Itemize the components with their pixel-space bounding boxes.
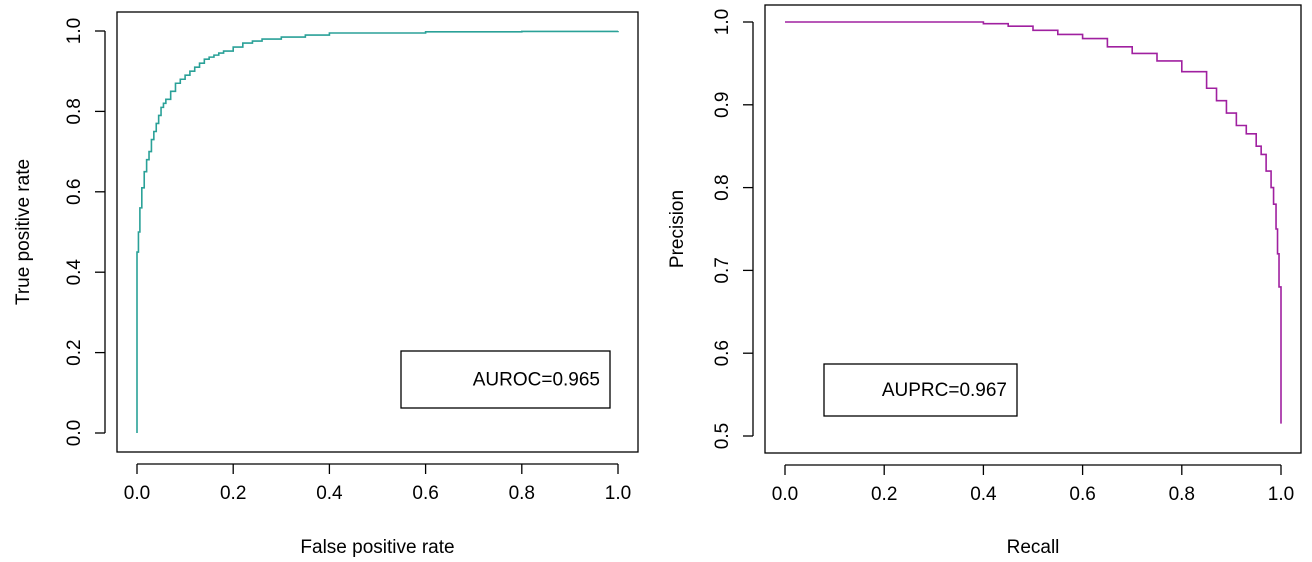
roc-y-tick-label: 0.0 [64,420,85,446]
pr-x-tick-label: 0.2 [871,484,897,505]
roc-x-tick-label: 0.0 [124,483,150,504]
roc-x-axis-title: False positive rate [300,537,454,558]
roc-y-tick-label: 0.2 [64,339,85,365]
pr-x-axis-title: Recall [1007,537,1060,558]
roc-plot-frame [116,11,639,453]
pr-x-tick-label: 0.6 [1069,484,1095,505]
pr-x-tick-label: 1.0 [1268,484,1294,505]
roc-y-tick-label: 1.0 [64,18,85,44]
pr-curve [785,21,1282,424]
pr-x-tick-label: 0.0 [772,484,798,505]
roc-x-tick-label: 0.6 [412,483,438,504]
roc-x-tick-label: 1.0 [605,483,631,504]
roc-x-tick-label: 0.8 [509,483,535,504]
roc-y-tick-label: 0.8 [64,98,85,124]
pr-y-tick-label: 0.8 [712,174,733,200]
pr-y-axis-title: Precision [667,190,688,268]
roc-annotation-box [400,350,611,409]
pr-y-tick-label: 0.6 [712,340,733,366]
roc-curve [136,30,619,433]
roc-y-tick-label: 0.6 [64,179,85,205]
pr-y-tick-label: 0.9 [712,92,733,118]
roc-x-tick-label: 0.2 [220,483,246,504]
roc-y-tick-label: 0.4 [64,259,85,286]
pr-y-tick-label: 0.7 [712,257,733,283]
roc-chart: 0.0 0.2 0.4 0.6 0.8 1.0 0.0 0.2 0.4 0.6 0.8 1.0 Fals… [13,11,639,558]
pr-chart: 0.0 0.2 0.4 0.6 0.8 1.0 0.5 0.6 0.7 0.8 0.9 1.0 Reca… [667,4,1302,558]
pr-x-tick-label: 0.8 [1169,484,1195,505]
pr-y-tick-label: 1.0 [712,9,733,35]
pr-annotation-box [823,363,1018,417]
pr-y-tick-label: 0.5 [712,423,733,449]
roc-y-axis-title: True positive rate [13,159,34,305]
roc-annotation-label: AUROC=0.965 [473,370,600,391]
pr-plot-frame [764,4,1302,454]
pr-x-tick-label: 0.4 [970,484,997,505]
pr-annotation-label: AUPRC=0.967 [882,380,1007,401]
roc-x-tick-label: 0.4 [316,483,343,504]
